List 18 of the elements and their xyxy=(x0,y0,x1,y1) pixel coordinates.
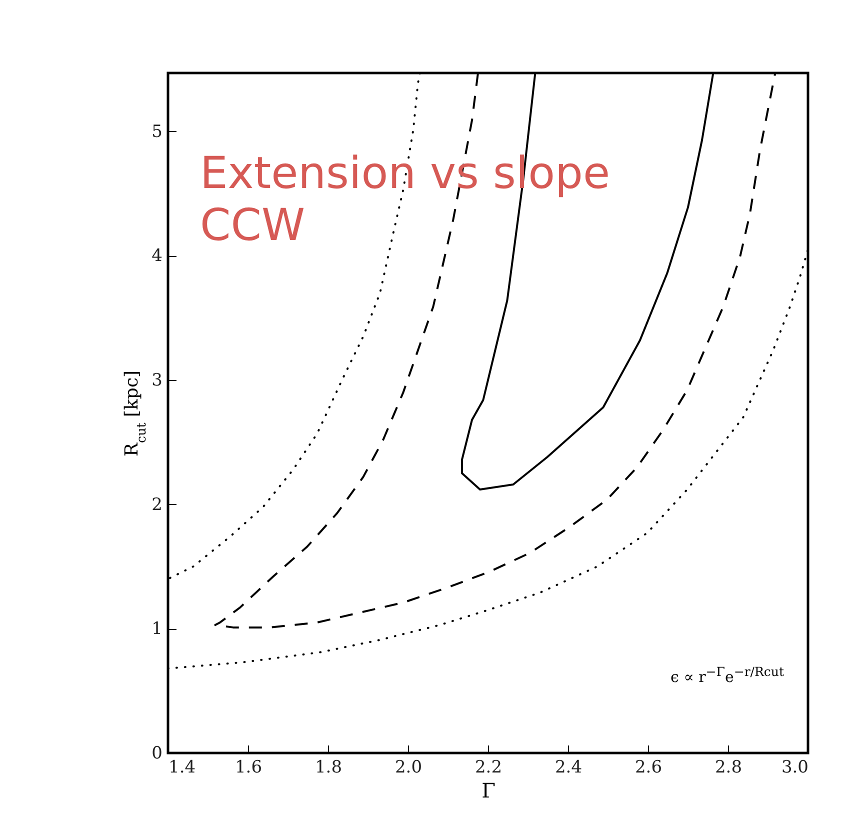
y-tick-label: 2 xyxy=(152,494,162,515)
x-tick-label: 2.0 xyxy=(394,758,422,778)
x-tick-label: 1.4 xyxy=(168,758,196,778)
x-tick-label: 2.2 xyxy=(474,758,502,778)
annotation: ϵ ∝ r$^{−Γ}$e$^{−r/Rcut}$ xyxy=(670,664,784,686)
x-tick-label: 2.6 xyxy=(634,758,662,778)
x-axis-title: Γ xyxy=(482,778,496,802)
x-tick-label: 3.0 xyxy=(781,758,808,778)
x-tick-label: 1.6 xyxy=(234,758,262,778)
y-tick-label: 3 xyxy=(152,370,162,391)
annotation: CCW xyxy=(200,200,305,251)
y-tick-label: 0 xyxy=(152,744,162,764)
y-tick-label: 5 xyxy=(152,122,162,142)
y-tick-label: 4 xyxy=(152,246,162,266)
x-tick-label: 2.8 xyxy=(714,758,742,778)
x-tick-label: 1.8 xyxy=(314,758,342,778)
y-tick-label: 1 xyxy=(152,619,162,640)
x-tick-label: 2.4 xyxy=(554,758,582,778)
